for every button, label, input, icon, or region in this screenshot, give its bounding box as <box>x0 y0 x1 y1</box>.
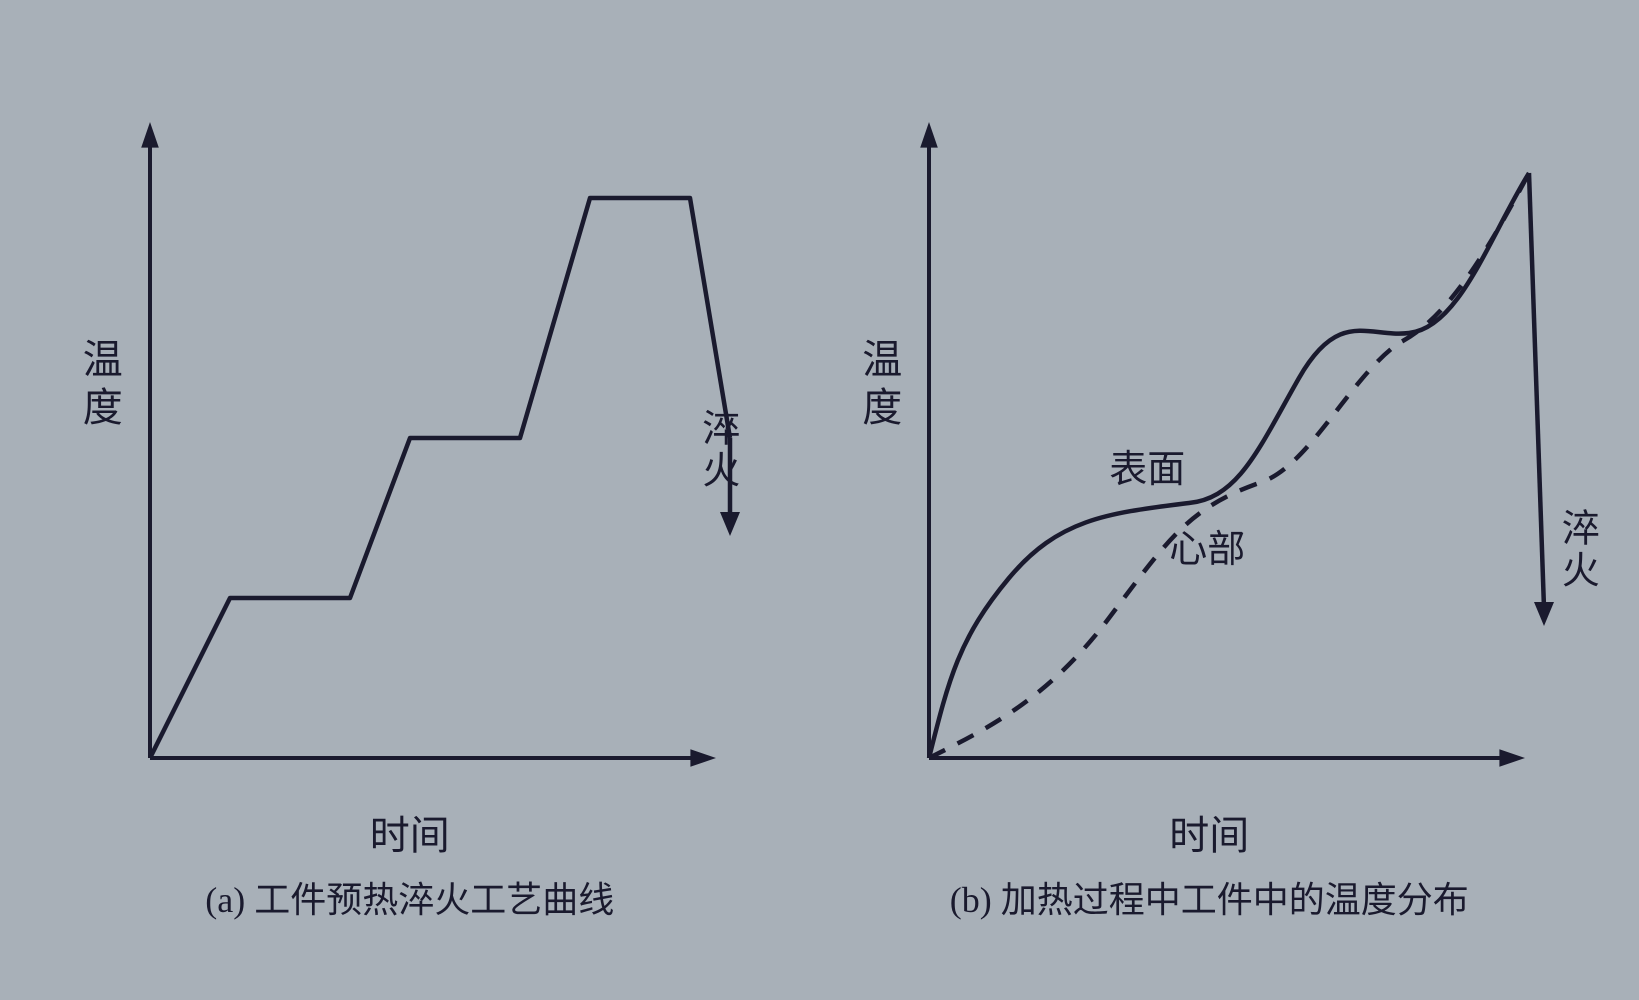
chart-a-svg <box>50 78 770 798</box>
chart-a-quench-label: 淬火 <box>690 408 745 492</box>
chart-a-area: 温度 淬火 <box>50 78 770 798</box>
chart-a-caption: (a) 工件预热淬火工艺曲线 <box>205 871 614 923</box>
chart-b-area: 温度 表面 心部 淬火 <box>829 78 1589 798</box>
chart-b-x-label: 时间 <box>1169 803 1249 861</box>
chart-b-y-label: 温度 <box>849 338 907 434</box>
chart-b-surface-label: 表面 <box>1109 438 1185 493</box>
chart-b: 温度 表面 心部 淬火 时间 (b) 加热过程中工件中的温度分布 <box>829 78 1589 923</box>
chart-a: 温度 淬火 时间 (a) 工件预热淬火工艺曲线 <box>50 78 770 923</box>
chart-b-core-label: 心部 <box>1169 518 1245 573</box>
chart-a-y-label: 温度 <box>70 338 128 434</box>
chart-b-quench-label: 淬火 <box>1549 508 1604 592</box>
chart-b-svg <box>829 78 1589 798</box>
chart-b-caption: (b) 加热过程中工件中的温度分布 <box>950 871 1469 923</box>
chart-a-x-label: 时间 <box>370 803 450 861</box>
